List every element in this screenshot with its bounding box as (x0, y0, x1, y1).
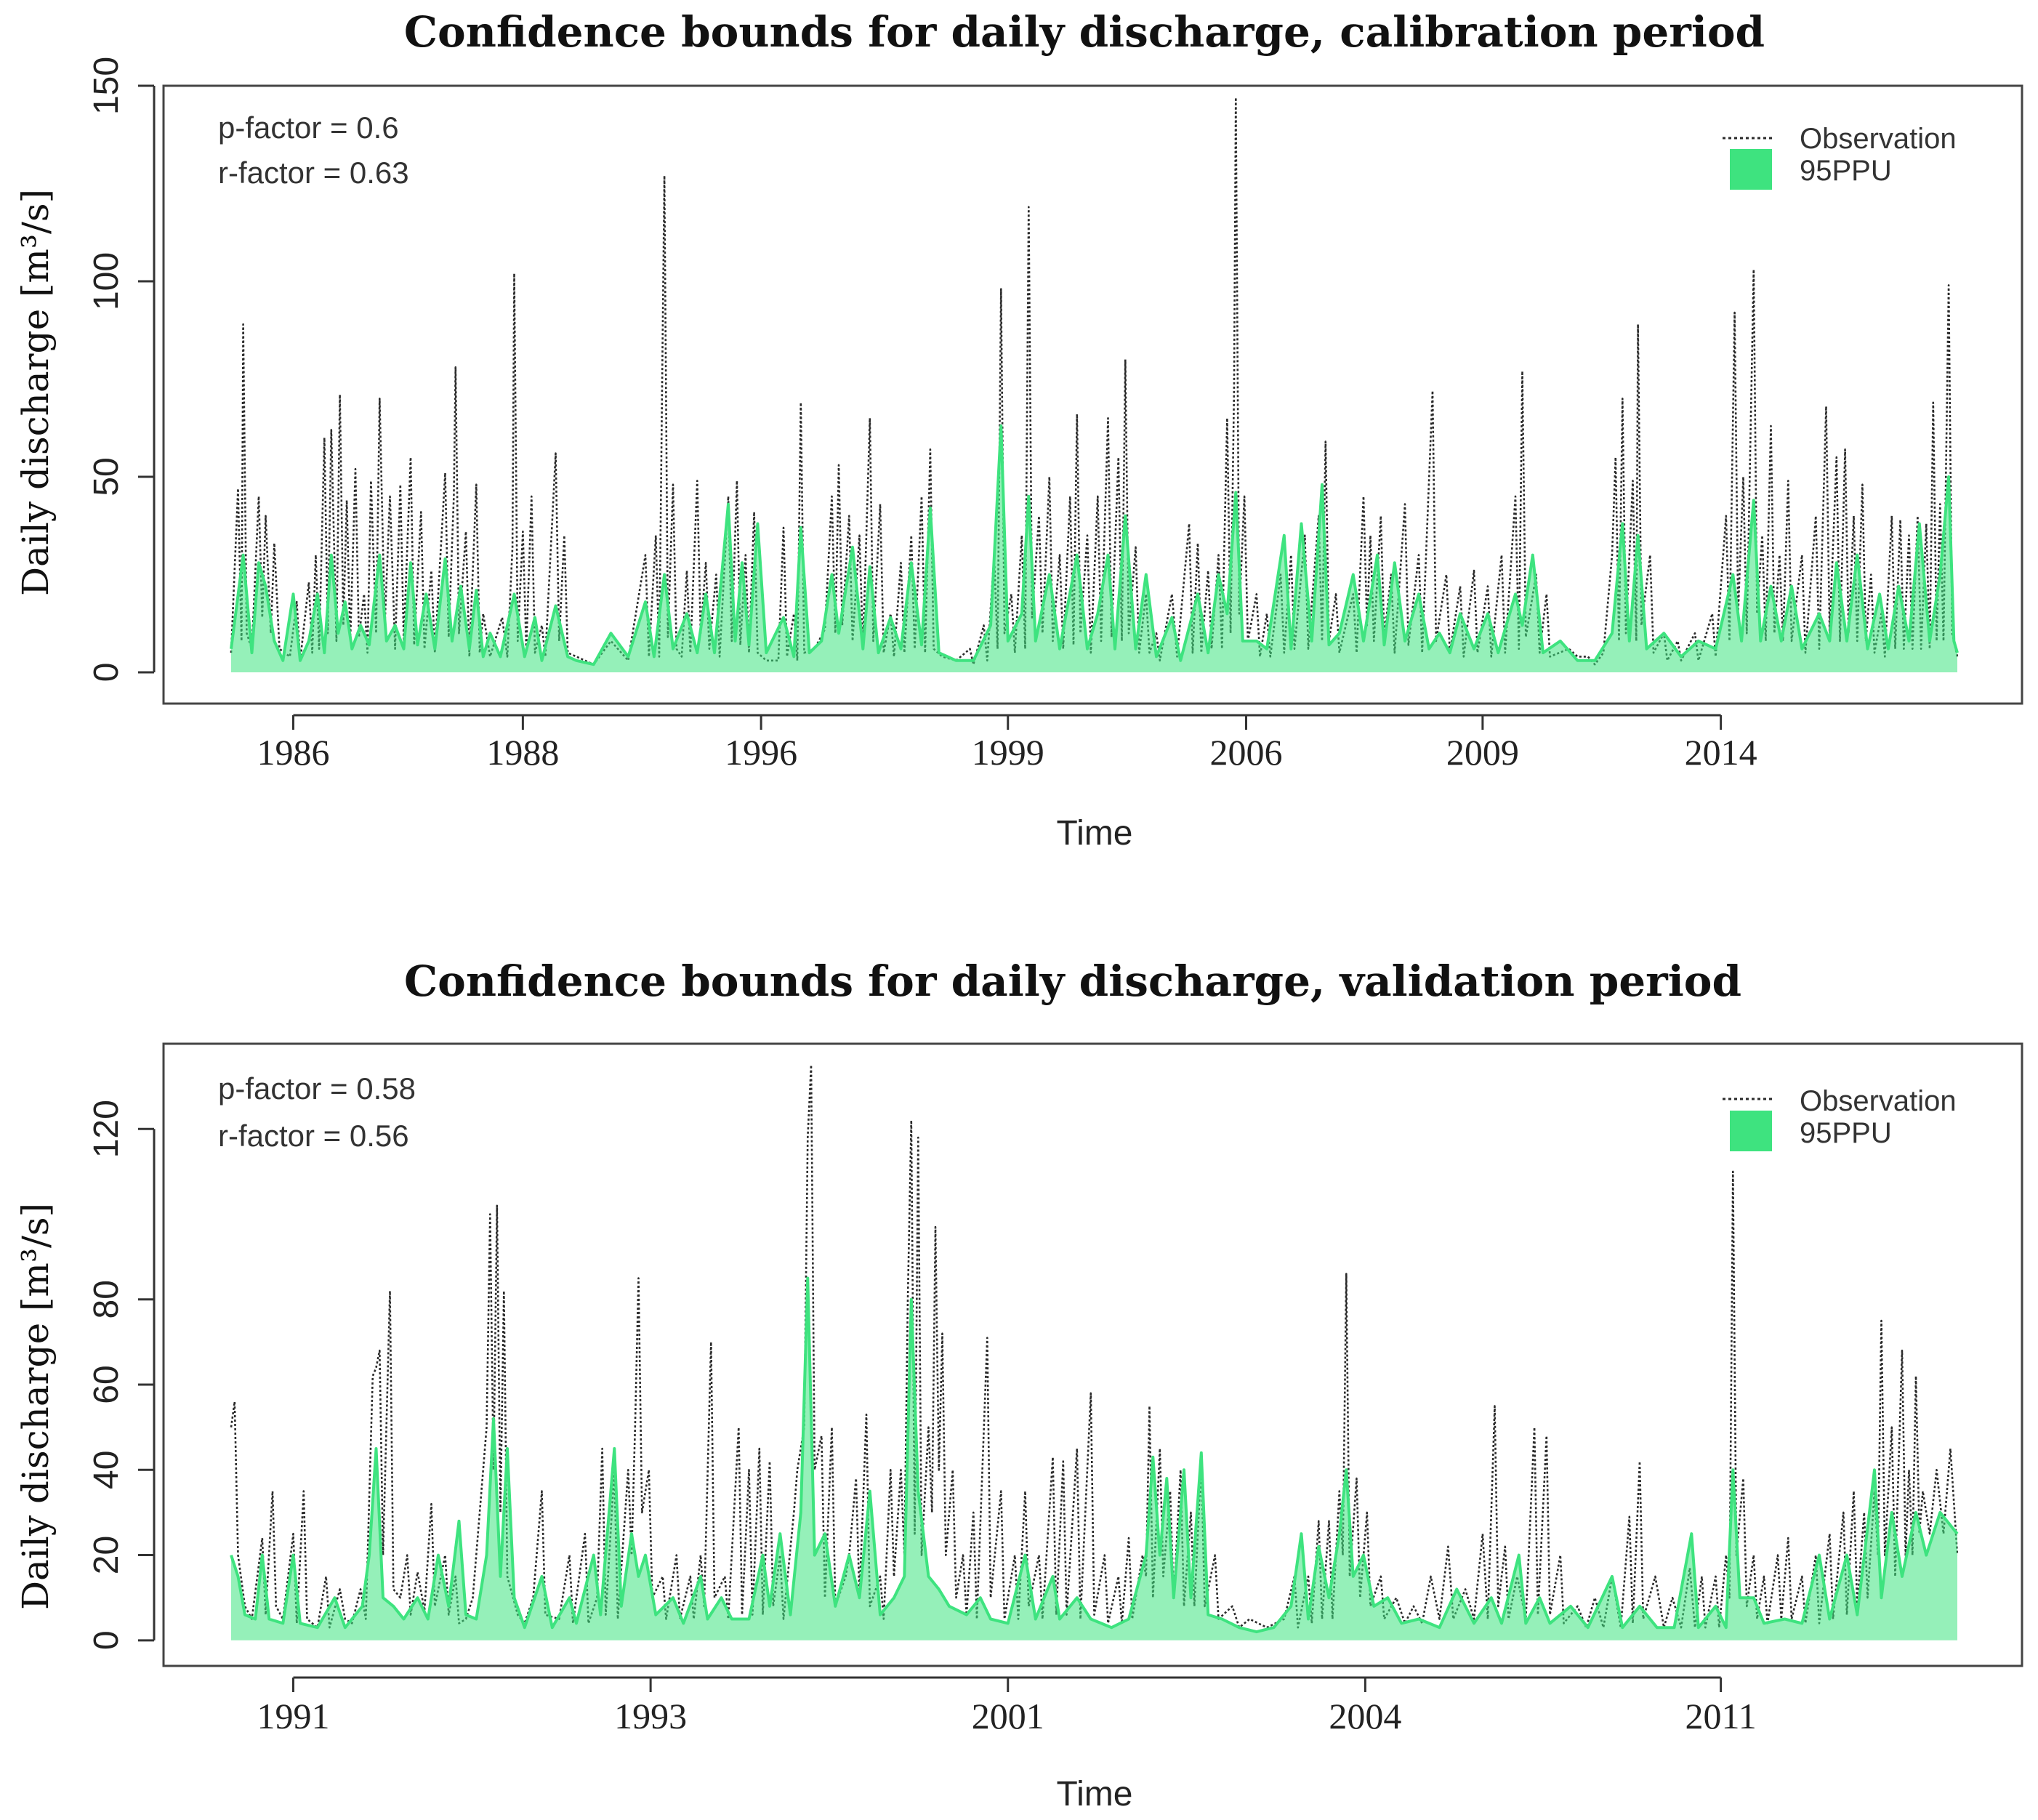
legend-95ppu-label: 95PPU (1800, 1117, 1892, 1149)
validation-chart: Confidence bounds for daily discharge, v… (15, 957, 2023, 1813)
y-tick-label: 0 (87, 663, 126, 682)
y-tick-label: 50 (87, 457, 126, 496)
x-tick-label: 2009 (1446, 732, 1519, 773)
r-factor-annotation: r-factor = 0.63 (218, 156, 409, 190)
x-tick-label: 2011 (1685, 1696, 1757, 1736)
x-tick-label: 1988 (486, 732, 559, 773)
chart-title: Confidence bounds for daily discharge, c… (404, 7, 1765, 57)
legend-95ppu-swatch (1730, 1111, 1772, 1151)
x-axis-label: Time (1057, 814, 1133, 853)
y-axis-label: Daily discharge [m³/s] (15, 1203, 57, 1610)
x-tick-label: 1996 (725, 732, 797, 773)
y-axis-label: Daily discharge [m³/s] (15, 189, 57, 596)
y-tick-label: 0 (87, 1630, 126, 1650)
legend-observation-label: Observation (1800, 123, 1957, 155)
x-tick-label: 2004 (1329, 1696, 1401, 1736)
series-observation-line (230, 96, 1959, 666)
x-tick-label: 2001 (972, 1696, 1044, 1736)
legend: Observation 95PPU (1723, 123, 1957, 190)
plot-frame (162, 1042, 2023, 1667)
legend-observation-label: Observation (1800, 1085, 1957, 1117)
legend-95ppu-swatch (1730, 149, 1772, 190)
y-tick-label: 100 (87, 252, 126, 310)
y-tick-label: 60 (87, 1365, 126, 1404)
y-tick-label: 150 (87, 57, 126, 115)
x-tick-label: 1986 (257, 732, 330, 773)
series-95ppu-line (230, 424, 1959, 667)
r-factor-annotation: r-factor = 0.56 (218, 1119, 409, 1153)
plot-frame (162, 84, 2023, 705)
p-factor-annotation: p-factor = 0.6 (218, 110, 399, 145)
x-tick-label: 2006 (1210, 732, 1283, 773)
x-tick-label: 1991 (257, 1696, 330, 1736)
calibration-chart: Confidence bounds for daily discharge, c… (15, 7, 2023, 853)
y-tick-label: 120 (87, 1100, 126, 1158)
y-tick-label: 80 (87, 1280, 126, 1318)
x-tick-label: 1993 (614, 1696, 687, 1736)
y-tick-label: 20 (87, 1536, 126, 1574)
legend: Observation 95PPU (1723, 1085, 1957, 1151)
x-tick-label: 2014 (1685, 732, 1757, 773)
series-95ppu-line (230, 1276, 1959, 1634)
chart-title: Confidence bounds for daily discharge, v… (404, 957, 1741, 1006)
x-axis-label: Time (1057, 1775, 1133, 1813)
y-tick-label: 40 (87, 1451, 126, 1489)
p-factor-annotation: p-factor = 0.58 (218, 1071, 416, 1106)
legend-95ppu-label: 95PPU (1800, 155, 1892, 187)
x-tick-label: 1999 (972, 732, 1044, 773)
